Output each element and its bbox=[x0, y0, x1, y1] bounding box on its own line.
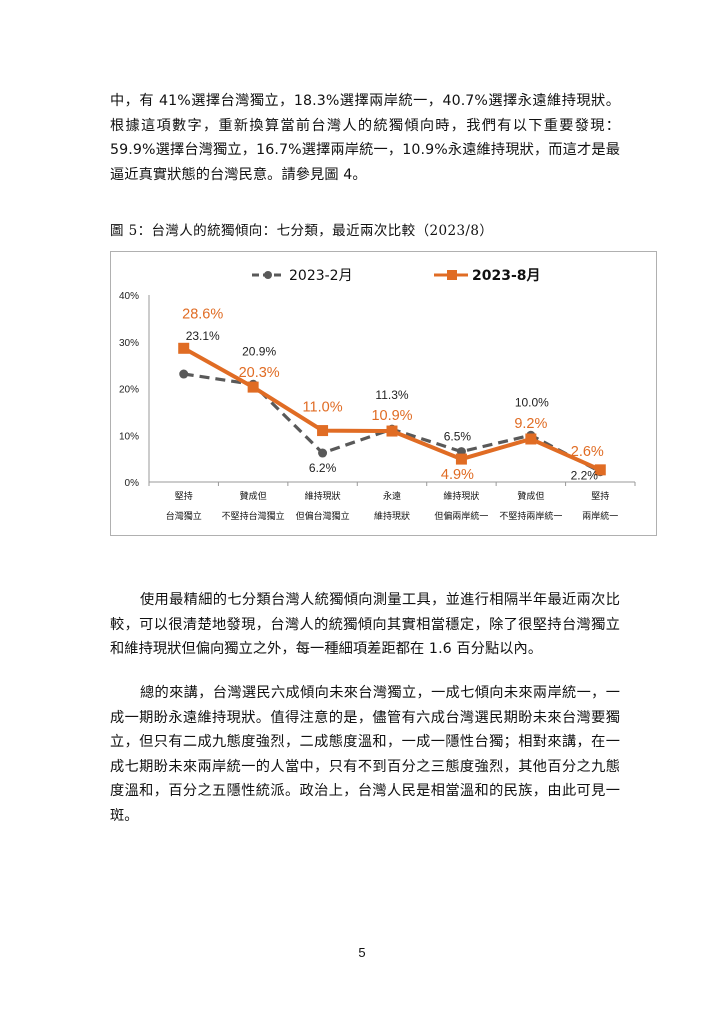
x-tick-label: 堅持 bbox=[591, 490, 609, 502]
data-label-aug: 2.6% bbox=[571, 444, 604, 460]
data-point-aug bbox=[594, 464, 606, 476]
data-label-aug: 28.6% bbox=[182, 306, 223, 322]
y-tick-label: 10% bbox=[119, 431, 139, 442]
x-tick-label: 永遠 bbox=[383, 490, 401, 502]
data-label-aug: 9.2% bbox=[514, 416, 547, 432]
x-tick-label: 但偏台灣獨立 bbox=[296, 510, 350, 522]
x-tick-label: 堅持 bbox=[175, 490, 193, 502]
legend-label-aug: 2023-8月 bbox=[472, 268, 541, 284]
data-label-aug: 10.9% bbox=[371, 408, 412, 424]
data-label-aug: 4.9% bbox=[441, 467, 474, 483]
y-tick-label: 20% bbox=[119, 385, 139, 396]
x-tick-label: 維持現狀 bbox=[443, 490, 479, 502]
data-point-aug bbox=[178, 342, 190, 354]
paragraph-conclusion: 總的來講，台灣選民六成傾向未來台灣獨立，一成七傾向未來兩岸統一，一成一期盼永遠維… bbox=[110, 685, 620, 824]
data-label-feb: 23.1% bbox=[186, 329, 220, 343]
data-point-aug bbox=[317, 425, 329, 437]
data-label-feb: 11.3% bbox=[375, 388, 408, 402]
data-point-aug bbox=[386, 425, 398, 437]
paragraph-intro: 中，有 41%選擇台灣獨立，18.3%選擇兩岸統一，40.7%選擇永遠維持現狀。… bbox=[110, 93, 620, 183]
x-tick-label: 兩岸統一 bbox=[582, 510, 618, 522]
paragraph-method: 使用最精細的七分類台灣人統獨傾向測量工具，並進行相隔半年最近兩次比較，可以很清楚… bbox=[110, 592, 620, 657]
data-label-aug: 11.0% bbox=[303, 400, 343, 416]
x-tick-label: 但偏兩岸統一 bbox=[434, 510, 488, 522]
x-tick-label: 贊成但 bbox=[517, 490, 544, 502]
data-point-feb bbox=[179, 369, 189, 379]
x-tick-label: 贊成但 bbox=[240, 490, 267, 502]
data-point-feb bbox=[318, 448, 328, 458]
x-tick-label: 不堅持兩岸統一 bbox=[499, 510, 562, 522]
legend-label-feb: 2023-2月 bbox=[289, 268, 353, 284]
data-point-aug bbox=[455, 453, 467, 465]
line-chart: 0%10%20%30%40%堅持台灣獨立贊成但不堅持台灣獨立維持現狀但偏台灣獨立… bbox=[119, 268, 636, 522]
y-tick-label: 0% bbox=[125, 478, 140, 489]
data-label-feb: 6.5% bbox=[444, 430, 472, 444]
data-label-aug: 20.3% bbox=[239, 365, 280, 381]
figure-caption: 圖 5：台灣人的統獨傾向：七分類，最近兩次比較（2023/8） bbox=[110, 223, 494, 239]
x-tick-label: 維持現狀 bbox=[374, 510, 410, 522]
data-label-feb: 2.2% bbox=[571, 469, 599, 483]
legend-marker-aug bbox=[447, 270, 457, 280]
data-label-feb: 6.2% bbox=[309, 461, 337, 475]
page-number: 5 bbox=[358, 945, 366, 960]
data-point-aug bbox=[247, 381, 259, 393]
legend-marker-feb bbox=[264, 271, 272, 279]
x-tick-label: 維持現狀 bbox=[305, 490, 341, 502]
data-label-feb: 20.9% bbox=[242, 344, 276, 358]
x-tick-label: 不堅持台灣獨立 bbox=[222, 510, 285, 522]
chart-frame: 0% 10% 20% 30% 40% 堅持 台灣獨立 贊成但 不堅持台灣獨立 維持現狀 但偏台灣獨立… bbox=[110, 251, 657, 536]
data-label-feb: 10.0% bbox=[515, 395, 549, 409]
data-point-aug bbox=[525, 433, 537, 445]
y-tick-label: 40% bbox=[119, 291, 139, 302]
y-tick-label: 30% bbox=[119, 338, 139, 349]
x-tick-label: 台灣獨立 bbox=[166, 510, 202, 522]
